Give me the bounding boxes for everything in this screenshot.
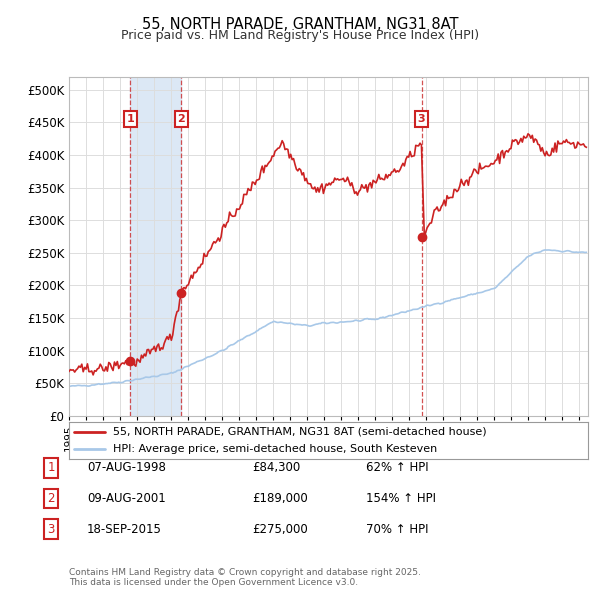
- Text: 1: 1: [47, 461, 55, 474]
- Text: £189,000: £189,000: [252, 492, 308, 505]
- Text: 3: 3: [47, 523, 55, 536]
- Text: 18-SEP-2015: 18-SEP-2015: [87, 523, 162, 536]
- Text: 154% ↑ HPI: 154% ↑ HPI: [366, 492, 436, 505]
- Text: 09-AUG-2001: 09-AUG-2001: [87, 492, 166, 505]
- Text: 70% ↑ HPI: 70% ↑ HPI: [366, 523, 428, 536]
- Text: £84,300: £84,300: [252, 461, 300, 474]
- Text: 3: 3: [418, 114, 425, 124]
- Text: 2: 2: [178, 114, 185, 124]
- Text: 62% ↑ HPI: 62% ↑ HPI: [366, 461, 428, 474]
- Text: HPI: Average price, semi-detached house, South Kesteven: HPI: Average price, semi-detached house,…: [113, 444, 437, 454]
- Text: £275,000: £275,000: [252, 523, 308, 536]
- Text: Contains HM Land Registry data © Crown copyright and database right 2025.
This d: Contains HM Land Registry data © Crown c…: [69, 568, 421, 587]
- Text: 55, NORTH PARADE, GRANTHAM, NG31 8AT (semi-detached house): 55, NORTH PARADE, GRANTHAM, NG31 8AT (se…: [113, 427, 487, 437]
- Text: 1: 1: [127, 114, 134, 124]
- Text: 55, NORTH PARADE, GRANTHAM, NG31 8AT: 55, NORTH PARADE, GRANTHAM, NG31 8AT: [142, 17, 458, 31]
- Text: Price paid vs. HM Land Registry's House Price Index (HPI): Price paid vs. HM Land Registry's House …: [121, 29, 479, 42]
- Text: 07-AUG-1998: 07-AUG-1998: [87, 461, 166, 474]
- Text: 2: 2: [47, 492, 55, 505]
- Bar: [130, 77, 181, 416]
